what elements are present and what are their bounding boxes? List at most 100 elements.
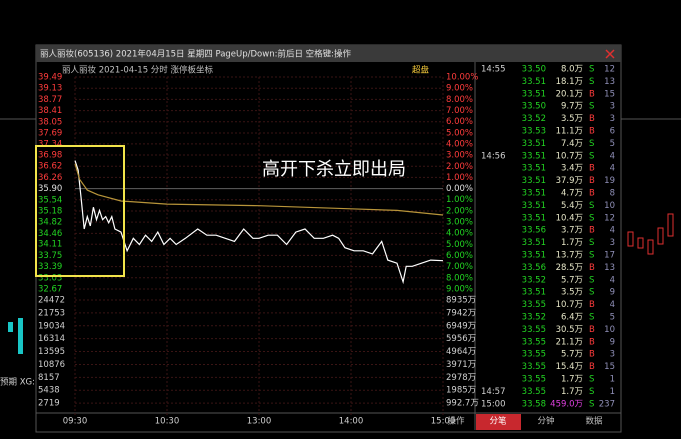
- volume-y2-tick-label: 1985万: [446, 386, 476, 396]
- trade-side: B: [589, 263, 595, 273]
- trade-count: 4: [610, 151, 615, 161]
- trade-side: S: [589, 213, 594, 223]
- y2-tick-label: 1.00%: [446, 173, 473, 183]
- trade-price: 33.51: [522, 251, 546, 261]
- tab[interactable]: 分笔: [489, 416, 507, 427]
- price-line: [74, 163, 444, 216]
- trade-volume: 1.7万: [561, 387, 583, 397]
- background-candle: [657, 227, 664, 245]
- x-tick-label: 09:30: [63, 417, 88, 427]
- y-tick-label: 32.67: [38, 285, 62, 295]
- volume-tick-label: 2719: [38, 399, 60, 409]
- y-tick-label: 38.41: [38, 106, 62, 116]
- trade-side: S: [589, 251, 594, 261]
- y-tick-label: 33.75: [38, 251, 62, 261]
- price-line: [74, 160, 444, 285]
- trade-side: B: [589, 300, 595, 310]
- trade-count: 4: [610, 300, 615, 310]
- trade-side: B: [589, 176, 595, 186]
- y-tick-label: 34.46: [38, 229, 62, 239]
- trade-price: 33.51: [522, 201, 546, 211]
- volume-tick-label: 10876: [38, 360, 65, 370]
- mode-label[interactable]: 超盘: [412, 65, 430, 76]
- trade-count: 5: [610, 313, 615, 323]
- trade-volume: 7.4万: [561, 139, 583, 149]
- volume-y2-tick-label: 3971万: [446, 360, 476, 370]
- volume-tick-label: 8157: [38, 373, 60, 383]
- y2-tick-label: 4.00%: [446, 139, 473, 149]
- volume-tick-label: 19034: [38, 321, 65, 331]
- y-tick-label: 36.62: [38, 162, 62, 172]
- x-tick-label: 15:00: [431, 417, 456, 427]
- trade-side: S: [589, 139, 594, 149]
- y2-tick-label: 1.00%: [446, 195, 473, 205]
- y2-tick-label: 2.00%: [446, 206, 473, 216]
- y-tick-label: 35.90: [38, 184, 62, 194]
- chart-subtitle: 丽人丽妆 2021-04-15 分时 涨停板坐标: [62, 65, 214, 76]
- x-tick-label: 14:00: [339, 417, 364, 427]
- y2-tick-label: 0.00%: [446, 184, 473, 194]
- trade-price: 33.56: [522, 226, 546, 236]
- trade-price: 33.53: [522, 127, 546, 137]
- trade-price: 33.50: [522, 102, 546, 112]
- volume-y2-tick-label: 8935万: [446, 296, 476, 306]
- trade-side: S: [589, 151, 594, 161]
- window-title: 丽人丽妆(605136) 2021年04月15日 星期四 PageUp/Down…: [40, 49, 352, 60]
- trade-count: 1: [610, 375, 615, 385]
- trade-count: 237: [599, 399, 615, 409]
- close-icon: [605, 49, 615, 59]
- y2-tick-label: 4.00%: [446, 229, 473, 239]
- trade-side: B: [589, 89, 595, 99]
- y2-tick-label: 3.00%: [446, 218, 473, 228]
- trade-volume: 13.7万: [556, 251, 583, 261]
- y2-tick-label: 5.00%: [446, 128, 473, 138]
- trade-volume: 3.4万: [561, 164, 583, 174]
- tab[interactable]: 数据: [585, 416, 603, 427]
- trade-side: S: [589, 77, 594, 87]
- volume-tick-label: 24472: [38, 296, 65, 306]
- trade-side: S: [589, 399, 594, 409]
- trade-count: 12: [604, 213, 615, 223]
- trade-count: 6: [610, 127, 615, 137]
- volume-y2-tick-label: 992.7万: [446, 399, 479, 409]
- y2-tick-label: 3.00%: [446, 151, 473, 161]
- trade-volume: 10.7万: [556, 300, 583, 310]
- close-button[interactable]: [605, 49, 615, 59]
- active-tab-bg: [476, 414, 521, 430]
- trade-price: 33.55: [522, 362, 546, 372]
- trade-price: 33.51: [522, 189, 546, 199]
- trade-price: 33.58: [522, 399, 546, 409]
- volume-tick-label: 21753: [38, 308, 65, 318]
- y2-tick-label: 6.00%: [446, 251, 473, 261]
- y-tick-label: 38.05: [38, 117, 62, 127]
- y-tick-label: 33.39: [38, 262, 62, 272]
- trade-count: 4: [610, 226, 615, 236]
- trade-count: 13: [604, 263, 615, 273]
- trade-volume: 459.0万: [550, 399, 583, 409]
- trade-count: 13: [604, 77, 615, 87]
- trade-side: S: [589, 65, 594, 75]
- tab[interactable]: 分钟: [537, 416, 554, 427]
- trade-volume: 1.7万: [561, 238, 583, 248]
- trade-price: 33.52: [522, 275, 546, 285]
- trade-count: 4: [610, 275, 615, 285]
- tab[interactable]: 操作: [447, 416, 465, 427]
- indicator-text: 预期 XG: 0: [0, 377, 43, 388]
- trade-price: 33.55: [522, 375, 546, 385]
- trade-side: S: [589, 387, 594, 397]
- trade-price: 33.55: [522, 325, 546, 335]
- trade-volume: 5.7万: [561, 275, 583, 285]
- trade-count: 19: [604, 176, 615, 186]
- background-candle: [667, 213, 674, 237]
- y-tick-label: 36.98: [38, 151, 62, 161]
- background-candle: [8, 322, 13, 332]
- trade-side: B: [589, 164, 595, 174]
- trade-count: 4: [610, 164, 615, 174]
- trade-time: 14:57: [481, 387, 506, 397]
- y-tick-label: 33.03: [38, 273, 62, 283]
- volume-tick-label: 5438: [38, 386, 60, 396]
- y2-tick-label: 7.00%: [446, 262, 473, 272]
- y-tick-label: 35.18: [38, 206, 62, 216]
